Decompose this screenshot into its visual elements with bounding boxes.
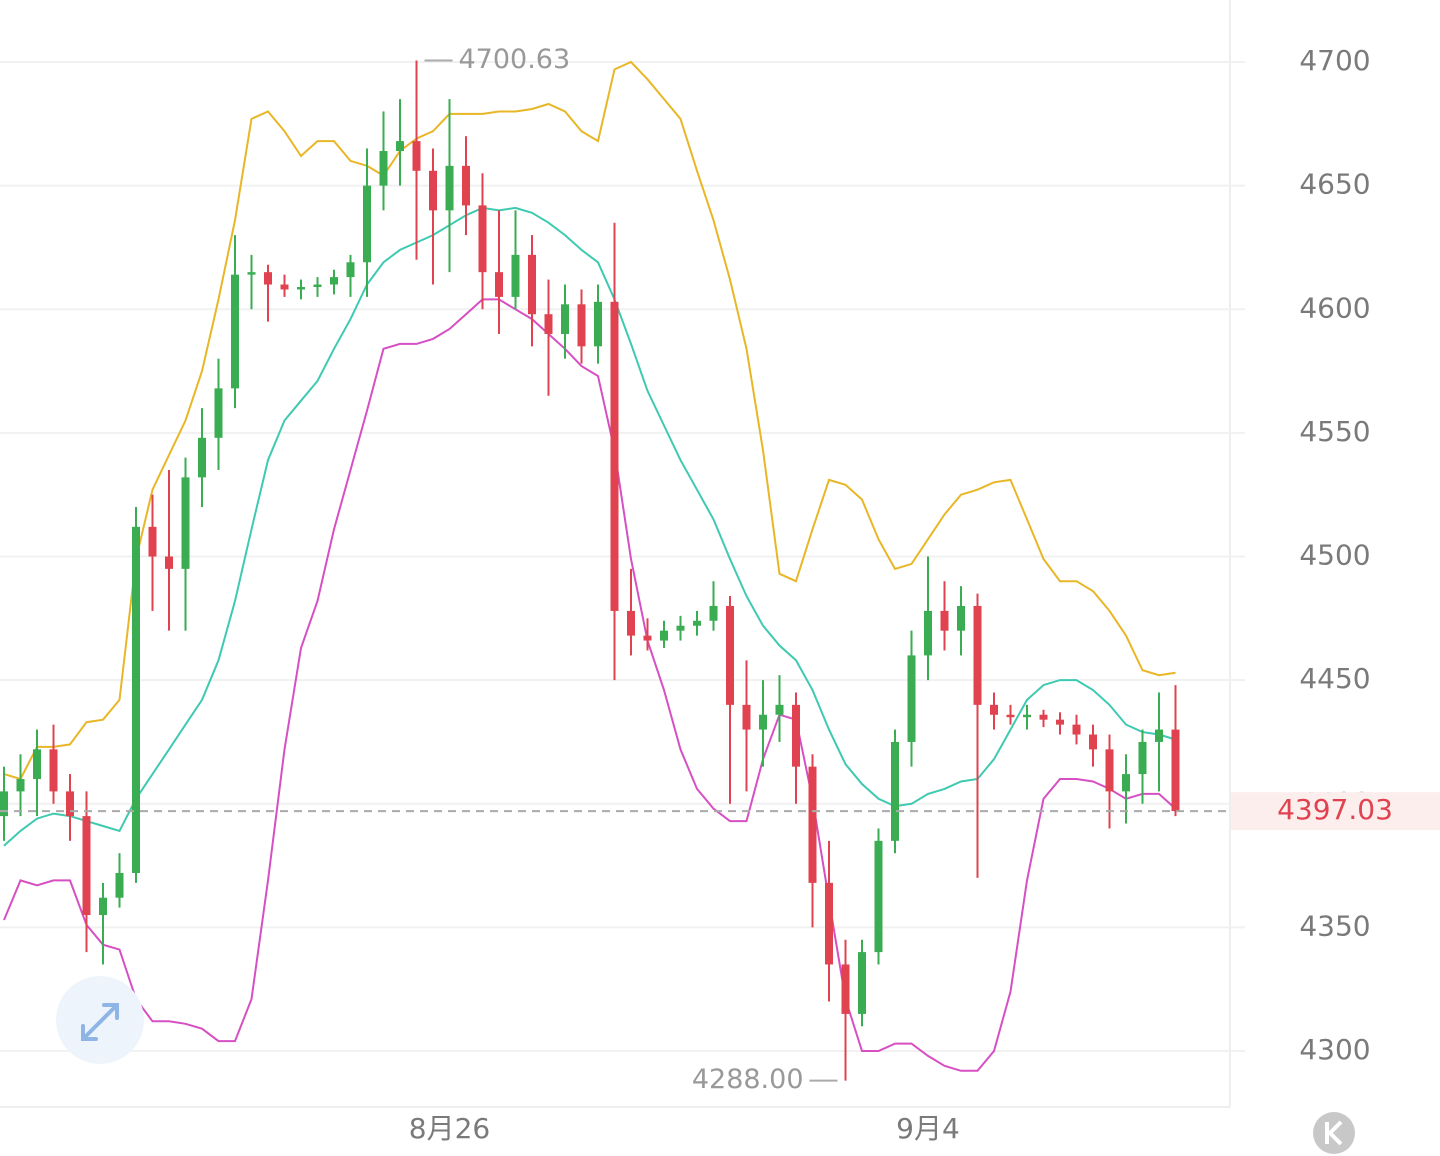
- candle-body: [82, 816, 91, 916]
- labels: 4300435044004450450045504600465047008月26…: [0, 44, 1440, 1145]
- y-tick-label: 4550: [1299, 415, 1370, 448]
- candle-body: [346, 262, 355, 278]
- candle-body: [132, 526, 140, 873]
- candle-body: [280, 284, 289, 290]
- candle-body: [231, 274, 239, 389]
- candle-body: [759, 714, 767, 730]
- candle-body: [1023, 714, 1031, 718]
- last-price-tag: [1231, 792, 1440, 831]
- candle-body: [1056, 719, 1064, 725]
- candle-body: [924, 610, 932, 656]
- candle-body: [165, 556, 173, 569]
- y-tick-label: 4350: [1299, 909, 1370, 942]
- candle-body: [495, 272, 503, 297]
- y-tick-label: 4650: [1299, 168, 1370, 201]
- candle-body: [1171, 729, 1180, 812]
- candle-body: [49, 749, 58, 792]
- candle-body: [874, 840, 883, 953]
- candle-body: [891, 741, 899, 841]
- candle-body: [544, 314, 553, 334]
- candle-body: [429, 170, 437, 211]
- y-tick-label: 4700: [1299, 44, 1370, 77]
- candle-body: [957, 605, 965, 631]
- candle-body: [643, 635, 652, 641]
- x-tick-label: 8月26: [409, 1112, 490, 1145]
- candle-body: [1138, 741, 1147, 775]
- y-tick-label: 4450: [1299, 662, 1370, 695]
- candle-body: [1072, 724, 1081, 735]
- candle-body: [264, 272, 272, 285]
- candle-body: [858, 952, 866, 1014]
- candle-body: [297, 286, 305, 290]
- candle-body: [528, 254, 536, 315]
- candle-body: [676, 625, 685, 631]
- candle-body: [1155, 729, 1163, 742]
- candle-body: [825, 882, 833, 965]
- candle-body: [16, 779, 25, 792]
- candle-body: [181, 477, 190, 569]
- candle-body: [247, 272, 256, 275]
- candle-body: [577, 304, 586, 347]
- k-button[interactable]: [1313, 1112, 1355, 1154]
- candle-body: [214, 388, 223, 438]
- x-tick-label: 9月4: [896, 1112, 960, 1145]
- candle-body: [445, 165, 454, 211]
- max-label: 4700.63: [459, 44, 571, 75]
- candle-body: [330, 277, 338, 285]
- candle-body: [610, 301, 619, 611]
- candle-body: [99, 897, 107, 916]
- candle-body: [990, 704, 998, 715]
- candle-body: [594, 301, 602, 347]
- y-tick-label: 4300: [1299, 1033, 1370, 1066]
- candle-body: [363, 185, 371, 263]
- candle-body: [660, 630, 668, 641]
- candle-body: [511, 254, 520, 297]
- k-icon: [1325, 1120, 1343, 1146]
- candle-body: [412, 141, 421, 171]
- candle-body: [115, 872, 124, 898]
- candle-body: [33, 749, 41, 780]
- candle-body: [973, 605, 982, 705]
- candle-body: [841, 964, 850, 1014]
- min-label: 4288.00: [692, 1064, 804, 1095]
- candle-body: [396, 141, 404, 152]
- candle-body: [1039, 714, 1048, 720]
- y-tick-label: 4600: [1299, 291, 1370, 324]
- candle-body: [1122, 774, 1130, 792]
- candle-body: [462, 165, 470, 206]
- band-line: [3, 60, 1176, 781]
- candle-body: [1089, 734, 1097, 750]
- candle-body: [198, 437, 206, 478]
- candle-body: [775, 704, 784, 715]
- candle-body: [742, 704, 751, 730]
- candle-body: [940, 610, 949, 631]
- grid: [0, 61, 1245, 1052]
- candle-body: [66, 791, 74, 817]
- candle-body: [1006, 714, 1015, 718]
- bollinger-bands: [3, 60, 1177, 1072]
- band-line: [3, 298, 1177, 1072]
- candle-body: [379, 151, 388, 186]
- candle-body: [726, 605, 734, 705]
- last-price-label: 4397.03: [1277, 793, 1393, 826]
- candle-body: [627, 610, 635, 636]
- candle-body: [693, 620, 701, 626]
- expand-icon: [81, 1003, 119, 1041]
- y-tick-label: 4500: [1299, 539, 1370, 572]
- candle-body: [0, 791, 8, 817]
- candle-body: [907, 655, 916, 742]
- candle-body: [808, 766, 817, 883]
- band-line: [3, 206, 1176, 847]
- candle-body: [478, 205, 487, 273]
- candle-body: [561, 304, 569, 334]
- candle-body: [148, 526, 157, 557]
- candle-body: [792, 704, 800, 767]
- candles: [0, 60, 1180, 1081]
- candle-body: [313, 284, 322, 287]
- candle-body: [1105, 749, 1114, 792]
- candle-body: [709, 605, 718, 621]
